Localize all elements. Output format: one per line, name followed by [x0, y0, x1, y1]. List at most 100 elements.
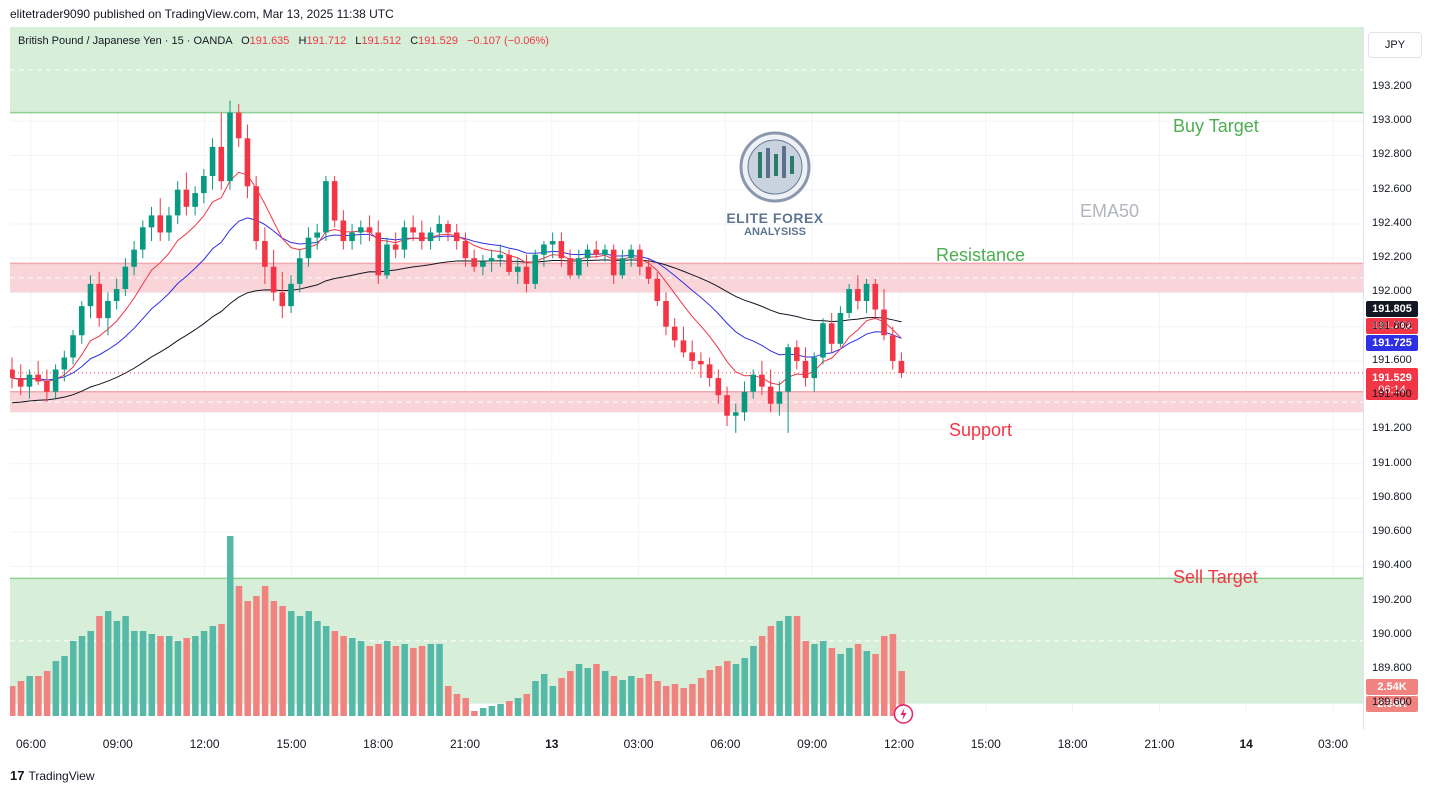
lightning-bolt-icon — [900, 708, 907, 720]
tradingview-logo[interactable]: 17 TradingView — [10, 768, 95, 783]
volume-bar — [139, 631, 147, 716]
candle-body — [602, 249, 608, 255]
candle-body — [680, 340, 687, 353]
candle-body — [610, 249, 617, 276]
chart-area[interactable] — [10, 27, 1364, 730]
candle-body — [820, 323, 826, 358]
volume-bar — [497, 704, 504, 716]
volume-bar — [462, 698, 469, 716]
volume-bar — [811, 644, 818, 716]
candle-body — [811, 357, 818, 379]
candle-body — [558, 241, 565, 259]
candle-body — [279, 292, 286, 307]
y-tick-label: 190.800 — [1372, 490, 1412, 503]
candle-body — [724, 395, 730, 416]
x-tick-label: 09:00 — [797, 737, 828, 751]
y-tick-label: 193.200 — [1372, 79, 1412, 92]
volume-bar — [279, 606, 286, 716]
change-value: −0.107 (−0.06%) — [467, 35, 549, 47]
x-tick-label: 14 — [1239, 737, 1253, 751]
candle-body — [567, 258, 573, 276]
candle-body — [497, 254, 504, 259]
volume-bar — [357, 641, 365, 716]
volume-bar — [671, 684, 679, 716]
volume-bar — [200, 631, 208, 716]
y-tick-label: 192.000 — [1372, 285, 1412, 298]
candle-body — [488, 258, 495, 262]
candle-body — [480, 261, 486, 267]
candle-body — [584, 249, 591, 259]
candle-body — [323, 181, 329, 233]
low-label: L — [355, 35, 362, 47]
support-label: Support — [949, 420, 1013, 440]
candle-body — [715, 378, 722, 396]
candle-body — [532, 254, 538, 284]
candle-body — [314, 232, 320, 238]
x-tick-label: 12:00 — [883, 737, 915, 751]
y-tick-label: 193.000 — [1372, 114, 1412, 127]
volume-bar — [445, 686, 452, 716]
published-caption: elitetrader9090 published on TradingView… — [10, 7, 394, 21]
close-label: C — [410, 35, 419, 47]
volume-bar — [872, 654, 879, 716]
volume-tag-b: 2.54K — [1366, 696, 1418, 712]
candle-body — [828, 323, 835, 344]
volume-bar — [418, 646, 426, 716]
volume-bar — [427, 644, 435, 716]
candle-body — [392, 244, 399, 250]
candle-body — [698, 360, 704, 365]
candle-body — [750, 374, 756, 392]
candle-body — [192, 193, 198, 207]
ema50-label: EMA50 — [1080, 201, 1140, 221]
candle-body — [453, 232, 460, 242]
candle-body — [846, 289, 852, 313]
y-tick-label: 189.600 — [1372, 696, 1412, 709]
candle-body — [113, 289, 120, 301]
x-tick-label: 21:00 — [1144, 737, 1175, 751]
volume-bar — [793, 616, 801, 716]
candle-body — [349, 232, 355, 242]
candle-body — [244, 138, 251, 187]
volume-bar — [192, 636, 199, 716]
volume-bar — [854, 644, 862, 716]
volume-bar — [366, 646, 374, 716]
volume-bar — [253, 596, 260, 716]
candle-body — [140, 227, 146, 250]
candle-body — [541, 244, 547, 255]
last-price-tag: 191.529 06:14 — [1366, 368, 1418, 400]
candle-body — [331, 181, 338, 221]
candle-body — [183, 189, 190, 207]
volume-bar — [96, 616, 103, 716]
volume-bar — [846, 648, 853, 716]
candle-body — [148, 215, 155, 228]
x-tick-label: 13 — [545, 737, 559, 751]
volume-bar — [87, 631, 94, 716]
volume-bar — [296, 616, 304, 716]
candle-body — [767, 386, 774, 404]
volume-bar — [549, 686, 557, 716]
candle-body — [741, 391, 748, 413]
volume-bar — [802, 641, 810, 716]
candle-body — [375, 232, 382, 276]
volume-bar — [654, 681, 661, 716]
candle-body — [401, 227, 408, 250]
volume-bar — [479, 708, 487, 716]
currency-selector[interactable]: JPY — [1368, 32, 1422, 58]
candle-body — [445, 223, 451, 233]
price-chart[interactable] — [10, 27, 1364, 730]
ema-mid-price-tag: 191.725 — [1366, 335, 1418, 351]
candle-body — [889, 335, 896, 361]
volume-bar — [392, 646, 400, 716]
volume-bar — [453, 694, 461, 716]
ema50-line — [11, 259, 902, 404]
candle-body — [523, 266, 530, 284]
candle-body — [671, 326, 678, 341]
x-tick-label: 06:00 — [15, 737, 47, 751]
x-tick-label: 03:00 — [1317, 737, 1349, 751]
candle-body — [296, 258, 303, 284]
candle-body — [436, 223, 443, 233]
symbol-legend[interactable]: British Pound / Japanese Yen · 15 · OAND… — [18, 35, 549, 47]
candle-body — [17, 378, 24, 387]
candle-body — [10, 369, 15, 379]
volume-bar — [43, 671, 51, 716]
